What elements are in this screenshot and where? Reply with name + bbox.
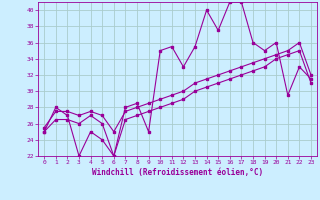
X-axis label: Windchill (Refroidissement éolien,°C): Windchill (Refroidissement éolien,°C) (92, 168, 263, 177)
